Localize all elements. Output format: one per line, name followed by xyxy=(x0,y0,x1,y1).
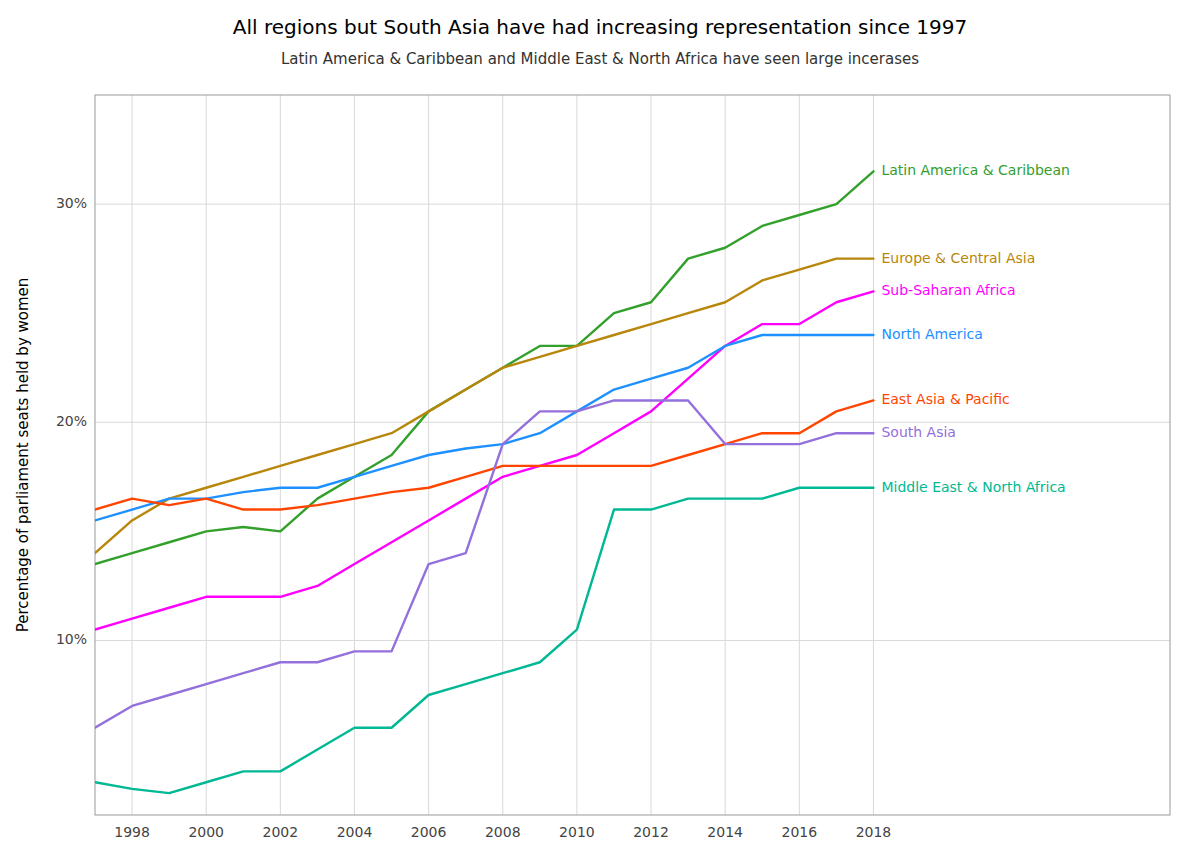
series-label: North America xyxy=(881,326,982,342)
series-label: East Asia & Pacific xyxy=(881,391,1009,407)
x-grid-line xyxy=(873,95,874,815)
series-label: Latin America & Caribbean xyxy=(881,162,1069,178)
x-grid-line xyxy=(280,95,281,815)
series-line xyxy=(95,171,873,564)
lines xyxy=(95,171,873,793)
title: All regions but South Asia have had incr… xyxy=(233,15,967,39)
series-line xyxy=(95,259,873,554)
series-labels: Latin America & Caribbean Europe & Centra… xyxy=(881,162,1069,494)
x-tick-label: 2016 xyxy=(781,824,817,840)
x-grid-line xyxy=(799,95,800,815)
x-tick-label: 2006 xyxy=(411,824,447,840)
series-label: Europe & Central Asia xyxy=(881,250,1035,266)
x-tick-label: 2008 xyxy=(485,824,521,840)
chart: All regions but South Asia have had incr… xyxy=(0,0,1200,857)
subtitle: Latin America & Caribbean and Middle Eas… xyxy=(281,50,919,68)
x-grid-line xyxy=(651,95,652,815)
y-tick-label: 20% xyxy=(56,413,87,429)
x-tick-label: 2010 xyxy=(559,824,595,840)
y-tick-label: 30% xyxy=(56,195,87,211)
series-label: South Asia xyxy=(881,424,955,440)
y-tick-label: 10% xyxy=(56,631,87,647)
y-grid-line xyxy=(95,204,1170,205)
series-label: Middle East & North Africa xyxy=(881,479,1065,495)
x-tick-label: 2002 xyxy=(263,824,299,840)
x-tick-label: 2014 xyxy=(707,824,743,840)
plot-frame xyxy=(95,95,1170,815)
series-line xyxy=(95,335,873,520)
x-grid-line xyxy=(354,95,355,815)
x-tick-label: 2018 xyxy=(856,824,892,840)
x-tick-label: 2004 xyxy=(337,824,373,840)
grid xyxy=(95,95,1170,815)
x-grid-line xyxy=(725,95,726,815)
x-tick-label: 2000 xyxy=(188,824,224,840)
y-axis-label: Percentage of parliament seats held by w… xyxy=(14,278,32,633)
series-line xyxy=(95,488,873,793)
series-line xyxy=(95,291,873,629)
y-grid-line xyxy=(95,640,1170,641)
series-label: Sub-Saharan Africa xyxy=(881,282,1015,298)
x-tick-label: 2012 xyxy=(633,824,669,840)
x-grid-line xyxy=(206,95,207,815)
x-grid-line xyxy=(502,95,503,815)
x-tick-label: 1998 xyxy=(114,824,150,840)
series-line xyxy=(95,400,873,509)
